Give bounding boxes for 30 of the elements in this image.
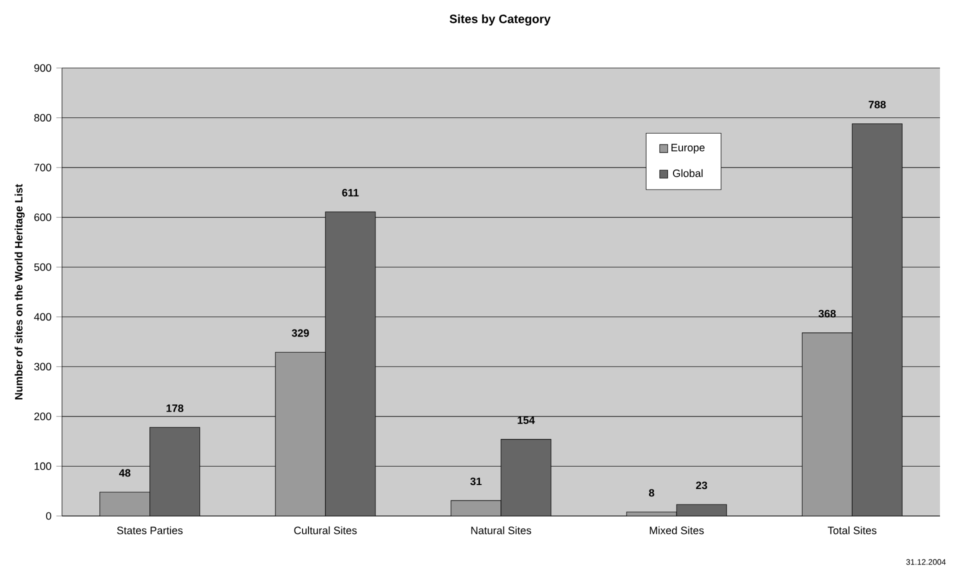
x-tick-label: Mixed Sites [650,526,704,534]
data-label: 368 [818,310,836,318]
y-tick-label: 800 [34,114,52,122]
data-label: 329 [292,329,309,337]
y-tick-label: 900 [34,64,52,72]
y-tick-label: 0 [46,512,52,520]
data-label: 611 [342,188,359,196]
y-tick-label: 200 [34,412,52,420]
text: 31.12.2004 [906,559,946,565]
data-label: 154 [518,416,535,424]
data-label: 788 [868,100,886,108]
y-tick-label: 600 [34,214,52,222]
x-tick-label: Natural Sites [471,526,532,534]
data-label: 48 [119,469,130,477]
x-tick-label: Total Sites [828,526,876,534]
x-tick-label: Cultural Sites [294,526,357,534]
data-label: 31 [470,478,482,486]
y-tick-label: 100 [34,462,52,470]
y-tick-label: 500 [34,263,52,271]
legend-label: Global [672,169,703,178]
data-label: 178 [166,404,184,412]
y-tick-label: 400 [34,313,52,321]
data-label: 23 [696,482,708,490]
y-tick-label: 700 [34,164,52,172]
chart-title: Sites by Category [450,14,551,26]
x-tick-label: States Parties [117,526,183,534]
y-axis-title: Number of sites on the World Heritage List [14,184,25,400]
legend-label: Europe [672,144,705,154]
data-label: 8 [648,489,654,497]
y-tick-label: 300 [34,362,52,370]
